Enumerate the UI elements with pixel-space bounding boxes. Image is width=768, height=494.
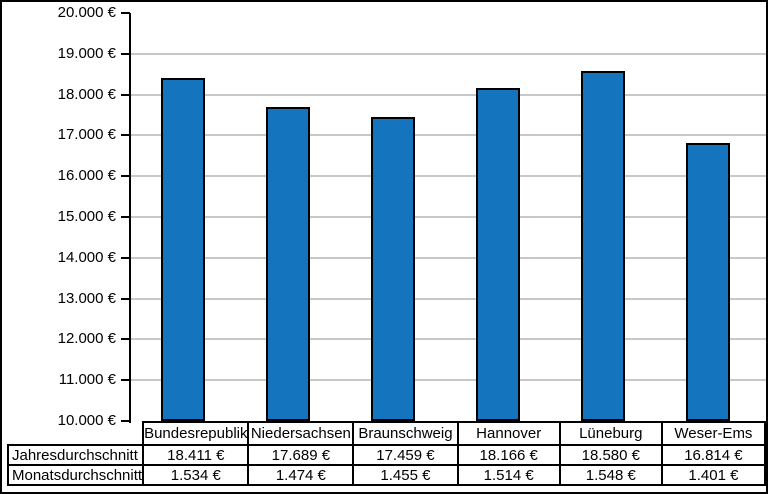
y-axis-tick-label: 10.000 € [57,412,116,429]
y-tick-mark [121,52,130,55]
value-cell: 18.580 € [558,444,663,466]
gridline [131,134,766,137]
column-header: Braunschweig [352,421,459,446]
value-cell: 1.514 € [456,464,561,486]
gridline [131,297,766,300]
table-row: Jahresdurchschnitt 18.411 €17.689 €17.459… [6,444,766,466]
y-tick-mark [121,12,130,14]
y-axis-tick-label: 18.000 € [57,85,116,103]
table-row: Monatsdurchschnitt 1.534 €1.474 €1.455 €1… [6,464,766,486]
value-cell: 1.455 € [352,464,459,486]
row-label: Jahresdurchschnitt [6,444,145,466]
y-tick-mark [121,175,130,178]
value-cell: 16.814 € [660,444,766,466]
y-tick-mark [121,216,130,218]
gridline [131,338,766,341]
column-header: Bundesrepublik [142,421,250,446]
y-tick-mark [121,379,130,382]
value-cell: 1.474 € [247,464,355,486]
bar [685,142,730,421]
y-axis-tick-label: 19.000 € [57,44,116,62]
column-header: Niedersachsen [247,421,355,446]
row-label: Monatsdurchschnitt [6,464,145,486]
y-tick-mark [121,420,130,422]
value-cell: 17.689 € [247,444,355,466]
table-corner-cell [8,422,143,445]
gridline [131,256,766,259]
value-cell: 1.534 € [142,464,250,486]
bar [580,70,625,421]
y-axis-tick-label: 15.000 € [57,208,116,225]
value-cell: 18.411 € [142,444,250,466]
bar [265,107,310,421]
y-axis-tick-label: 20.000 € [57,4,116,21]
y-axis-tick-label: 16.000 € [57,167,116,185]
column-header: Weser-Ems [660,421,766,446]
gridline [131,175,766,178]
y-axis-tick-label: 17.000 € [57,126,116,144]
value-cell: 17.459 € [352,444,459,466]
y-tick-mark [121,134,130,137]
y-axis-tick-label: 13.000 € [57,289,116,307]
value-cell: 18.166 € [456,444,561,466]
y-tick-mark [121,297,130,300]
value-cell: 1.401 € [660,464,766,486]
y-tick-mark [121,338,130,341]
bar [160,77,205,421]
bar [475,87,520,421]
gridline [131,379,766,382]
y-axis-line [129,13,131,423]
y-tick-mark [121,93,130,96]
value-cell: 1.548 € [558,464,663,486]
column-header: Lüneburg [558,421,663,446]
table-header-row: Bundesrepublik Niedersachsen Braunschweig H… [8,421,766,446]
y-axis-tick-label: 12.000 € [57,330,116,348]
gridline [131,93,766,96]
y-axis-tick-label: 14.000 € [57,248,116,266]
bar [370,116,415,421]
data-table: Bundesrepublik Niedersachsen Braunschweig H… [6,421,766,486]
column-header: Hannover [456,421,561,446]
y-axis-tick-label: 11.000 € [58,371,116,389]
y-tick-mark [121,256,130,259]
gridline [131,52,766,55]
gridline [131,216,766,218]
